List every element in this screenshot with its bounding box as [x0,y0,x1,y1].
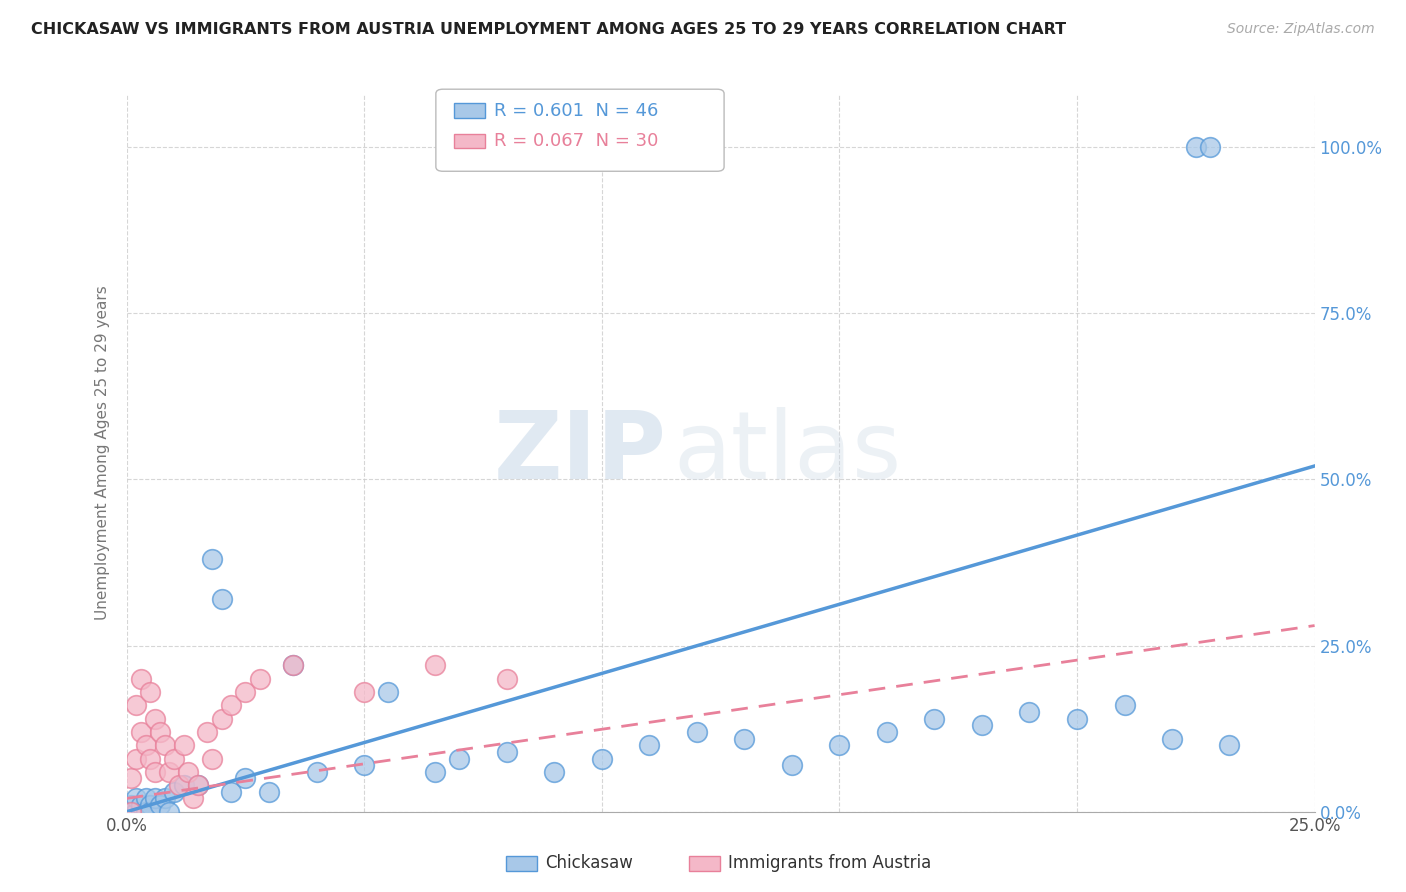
Text: R = 0.601  N = 46: R = 0.601 N = 46 [494,102,658,120]
Point [187,778,209,792]
Point [129,805,152,819]
Point [120,805,142,819]
Point [173,778,195,792]
Point [281,658,304,673]
Point [139,685,162,699]
Text: atlas: atlas [673,407,901,499]
Point [686,725,709,739]
Point [129,798,152,813]
Point [201,552,224,566]
Point [149,725,172,739]
Point [129,672,152,686]
Point [157,764,180,779]
Point [495,672,517,686]
Point [591,751,613,765]
Point [449,751,471,765]
Text: R = 0.067  N = 30: R = 0.067 N = 30 [494,132,658,150]
Point [249,672,271,686]
Point [143,712,166,726]
Point [924,712,946,726]
Point [353,758,375,772]
Point [143,764,166,779]
Point [195,725,218,739]
Point [1185,140,1208,154]
Point [163,785,186,799]
Point [149,798,172,813]
Point [177,764,200,779]
Point [139,798,162,813]
Point [120,805,142,819]
Text: Chickasaw: Chickasaw [546,855,633,872]
Point [733,731,755,746]
Point [281,658,304,673]
Point [1161,731,1184,746]
Point [543,764,565,779]
Point [495,745,517,759]
Point [353,685,375,699]
Text: CHICKASAW VS IMMIGRANTS FROM AUSTRIA UNEMPLOYMENT AMONG AGES 25 TO 29 YEARS CORR: CHICKASAW VS IMMIGRANTS FROM AUSTRIA UNE… [31,22,1066,37]
Point [125,751,148,765]
Point [425,764,447,779]
Point [153,738,176,752]
Point [129,725,152,739]
Point [233,685,257,699]
Point [139,805,162,819]
Point [135,805,157,819]
Point [1018,705,1040,719]
Point [1199,140,1222,154]
Y-axis label: Unemployment Among Ages 25 to 29 years: Unemployment Among Ages 25 to 29 years [94,285,110,620]
Point [181,791,204,805]
Point [139,751,162,765]
Point [377,685,399,699]
Point [120,772,142,786]
Point [780,758,803,772]
Text: Immigrants from Austria: Immigrants from Austria [728,855,932,872]
Point [173,738,195,752]
Point [120,798,142,813]
Point [153,791,176,805]
Point [1066,712,1088,726]
Point [233,772,257,786]
Point [305,764,328,779]
Point [201,751,224,765]
Point [143,791,166,805]
Point [219,785,242,799]
Point [167,778,190,792]
Text: ZIP: ZIP [495,407,666,499]
Point [876,725,898,739]
Point [125,791,148,805]
Point [211,591,233,606]
Point [157,805,180,819]
Point [219,698,242,713]
Point [125,805,148,819]
Point [828,738,851,752]
Point [1114,698,1136,713]
Point [187,778,209,792]
Point [257,785,280,799]
Point [1218,738,1240,752]
Point [135,738,157,752]
Point [211,712,233,726]
Point [125,698,148,713]
Point [970,718,993,732]
Point [163,751,186,765]
Point [638,738,661,752]
Point [425,658,447,673]
Text: Source: ZipAtlas.com: Source: ZipAtlas.com [1227,22,1375,37]
Point [135,791,157,805]
